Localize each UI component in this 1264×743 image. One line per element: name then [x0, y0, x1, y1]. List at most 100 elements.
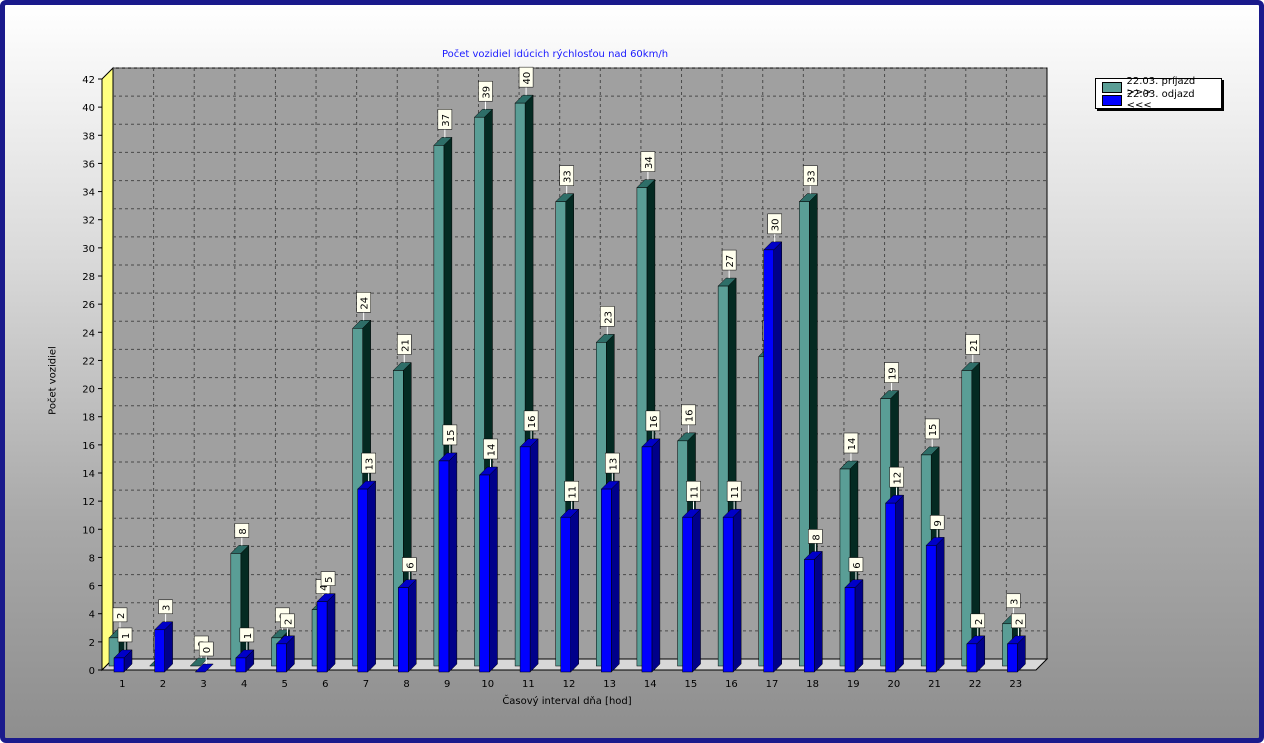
- x-tick-label: 2: [160, 679, 166, 690]
- data-label-box: [721, 249, 737, 271]
- data-label-box: [158, 599, 173, 615]
- data-label: 13: [608, 458, 619, 471]
- data-label-box: [564, 480, 579, 502]
- data-label-box: [640, 151, 656, 172]
- legend-item-departure: 22.03. odjazd <<<: [1102, 89, 1221, 111]
- bar-side: [692, 508, 701, 673]
- data-label-box: [803, 165, 818, 186]
- x-tick-label: 14: [644, 679, 657, 690]
- data-label: 1: [243, 633, 254, 639]
- x-tick-label: 5: [282, 679, 288, 690]
- x-axis-label: Časový interval dňa [hod]: [502, 696, 632, 707]
- data-label: 19: [888, 367, 899, 380]
- x-tick-label: 16: [725, 679, 738, 690]
- data-label: 5: [324, 576, 335, 582]
- bar-departure: [1007, 643, 1018, 673]
- y-tick-label: 4: [89, 610, 95, 621]
- bar-side: [935, 536, 945, 673]
- bar-side: [164, 621, 173, 673]
- bar-departure: [763, 249, 774, 673]
- y-tick-label: 18: [82, 413, 95, 424]
- data-label: 3: [162, 605, 173, 611]
- data-label: 14: [847, 438, 858, 451]
- y-tick-label: 42: [82, 75, 95, 86]
- bar-side: [529, 438, 539, 673]
- bar-arrival: [230, 553, 242, 667]
- y-tick-label: 12: [82, 497, 95, 508]
- bar-departure: [885, 502, 896, 673]
- data-label-box: [600, 306, 615, 327]
- bar-departure: [154, 629, 165, 673]
- data-label: 4: [319, 585, 330, 591]
- legend-label-arrival: 22.03. príjazd >>>: [1126, 76, 1196, 98]
- data-label: 2: [283, 619, 294, 625]
- data-label-box: [356, 292, 371, 313]
- y-tick-label: 26: [82, 300, 95, 311]
- bar-side: [895, 494, 904, 673]
- x-tick-label: 19: [847, 679, 860, 690]
- data-label-box: [198, 641, 214, 657]
- bar-departure: [316, 601, 328, 673]
- data-label-box: [808, 529, 823, 544]
- data-label-box: [478, 80, 493, 102]
- y-tick-label: 10: [82, 525, 95, 536]
- bar-side: [611, 480, 620, 673]
- y-axis-label: Počet vozidiel: [47, 346, 59, 415]
- data-label-box: [320, 571, 336, 586]
- plot-side-wall: [101, 66, 114, 672]
- bar-departure: [113, 657, 125, 673]
- data-label-box: [686, 480, 701, 502]
- data-label: 2: [1014, 619, 1025, 625]
- x-tick-label: 8: [403, 679, 409, 690]
- bar-side: [651, 438, 661, 673]
- bar-side: [814, 550, 823, 673]
- bar-departure: [560, 516, 571, 673]
- y-tick-label: 2: [89, 638, 95, 649]
- x-tick-label: 12: [563, 679, 576, 690]
- data-label-box: [767, 213, 782, 235]
- data-label: 40: [522, 72, 533, 85]
- data-label: 30: [771, 218, 782, 231]
- bar-departure: [276, 643, 287, 673]
- y-tick-label: 36: [82, 159, 95, 170]
- bar-departure: [194, 663, 214, 673]
- x-tick-label: 7: [363, 679, 369, 690]
- data-label-box: [970, 613, 986, 629]
- data-label-box: [483, 438, 498, 460]
- x-tick-label: 21: [928, 679, 941, 690]
- data-label-box: [645, 410, 661, 432]
- plot-back-wall: [112, 67, 1048, 660]
- x-tick-label: 1: [119, 679, 125, 690]
- data-label-box: [605, 452, 620, 474]
- y-tick-label: 40: [82, 103, 95, 114]
- x-tick-label: 18: [806, 679, 819, 690]
- data-label: 0: [202, 647, 213, 653]
- data-label-box: [1006, 593, 1021, 609]
- bar-arrival: [961, 370, 973, 667]
- data-label-box: [234, 523, 250, 538]
- y-tick-label: 8: [89, 553, 95, 564]
- x-tick-label: 3: [200, 679, 206, 690]
- y-tick-label: 38: [82, 131, 95, 142]
- legend: 22.03. príjazd >>> 22.03. odjazd <<<: [1095, 76, 1222, 111]
- data-label-box: [523, 410, 539, 432]
- bar-side: [408, 578, 417, 673]
- x-tick-label: 20: [888, 679, 901, 690]
- legend-item-arrival: 22.03. príjazd >>>: [1102, 76, 1221, 98]
- y-tick-label: 34: [82, 188, 95, 199]
- data-label-box: [442, 424, 458, 446]
- x-tick-label: 17: [766, 679, 779, 690]
- bar-departure: [844, 587, 856, 673]
- data-label-box: [924, 418, 940, 440]
- data-label: 11: [568, 486, 579, 499]
- y-tick-label: 30: [82, 244, 95, 255]
- data-label: 2: [116, 613, 127, 619]
- data-label: 33: [806, 170, 817, 183]
- data-label-box: [965, 334, 981, 355]
- data-label: 23: [603, 311, 614, 324]
- legend-label-departure: 22.03. odjazd <<<: [1126, 89, 1195, 111]
- bar-side: [732, 508, 742, 673]
- data-label-box: [929, 515, 945, 530]
- data-label: 8: [238, 528, 249, 534]
